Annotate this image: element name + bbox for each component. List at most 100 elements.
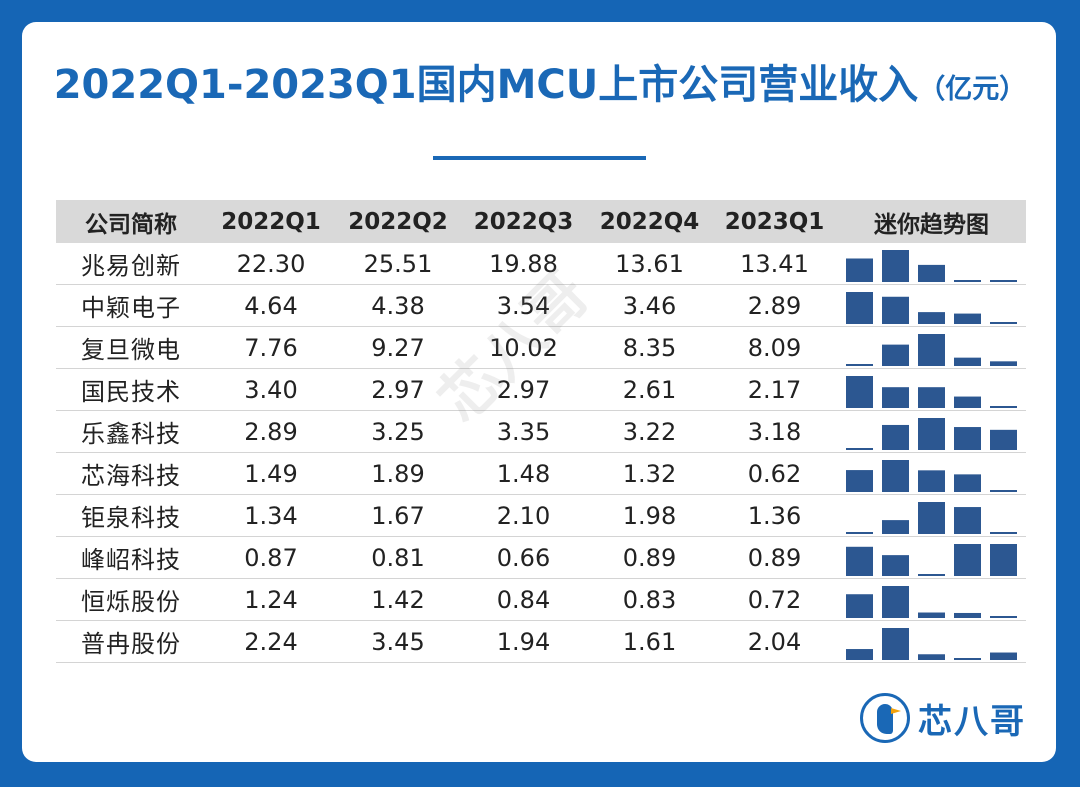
sparkline-bar [918, 333, 945, 366]
header-q2-2022: 2022Q2 [336, 200, 460, 243]
header-q3-2022: 2022Q3 [460, 200, 587, 243]
brand-logo: 芯八哥 [860, 690, 1026, 746]
revenue-cell: 22.30 [206, 243, 336, 285]
sparkline [846, 249, 1017, 282]
sparkline-bar [882, 519, 909, 534]
sparkline-bar [882, 296, 909, 324]
sparkline-bar [990, 321, 1017, 324]
sparkline-bar [954, 473, 981, 492]
sparkline-bar [954, 612, 981, 618]
revenue-cell: 0.87 [206, 536, 336, 579]
sparkline-cell [837, 494, 1026, 537]
page-title: 2022Q1-2023Q1国内MCU上市公司营业收入（亿元） [0, 52, 1080, 110]
company-name: 兆易创新 [56, 243, 206, 285]
revenue-cell: 25.51 [336, 243, 460, 285]
sparkline-bar [846, 257, 873, 282]
revenue-table: 公司简称 2022Q1 2022Q2 2022Q3 2022Q4 2023Q1 … [56, 200, 1026, 663]
sparkline-bar [882, 249, 909, 282]
revenue-cell: 3.54 [460, 284, 587, 327]
sparkline-bar [990, 615, 1017, 618]
sparkline-bar [918, 311, 945, 324]
table-row: 恒烁股份 1.24 1.42 0.84 0.83 0.72 [56, 578, 1026, 621]
sparkline-bar [882, 554, 909, 576]
sparkline [846, 333, 1017, 366]
sparkline-bar [918, 612, 945, 618]
sparkline-bar [954, 357, 981, 366]
revenue-cell: 3.18 [712, 410, 837, 453]
sparkline-bar [918, 501, 945, 534]
sparkline-bar [990, 531, 1017, 534]
sparkline-bar [846, 375, 873, 408]
revenue-cell: 3.40 [206, 368, 336, 411]
sparkline-bar [882, 627, 909, 660]
title-unit: （亿元） [918, 74, 1027, 105]
sparkline-bar [846, 469, 873, 492]
table-row: 兆易创新 22.30 25.51 19.88 13.61 13.41 [56, 243, 1026, 285]
revenue-cell: 3.45 [336, 620, 460, 663]
revenue-cell: 0.66 [460, 536, 587, 579]
company-name: 复旦微电 [56, 326, 206, 369]
sparkline-cell [837, 243, 1026, 285]
revenue-cell: 3.22 [587, 410, 712, 453]
title-main: 2022Q1-2023Q1国内MCU上市公司营业收入 [53, 62, 919, 108]
sparkline-bar [954, 506, 981, 534]
sparkline-bar [954, 657, 981, 660]
sparkline-cell [837, 452, 1026, 495]
table-row: 峰岹科技 0.87 0.81 0.66 0.89 0.89 [56, 536, 1026, 579]
header-q4-2022: 2022Q4 [587, 200, 712, 243]
revenue-cell: 0.62 [712, 452, 837, 495]
table-row: 复旦微电 7.76 9.27 10.02 8.35 8.09 [56, 326, 1026, 369]
sparkline-bar [918, 573, 945, 576]
revenue-cell: 0.89 [587, 536, 712, 579]
sparkline-bar [918, 469, 945, 492]
sparkline-bar [846, 363, 873, 366]
sparkline-bar [990, 360, 1017, 366]
bird-logo-icon [860, 693, 910, 743]
header-company: 公司简称 [56, 200, 206, 243]
sparkline-bar [846, 531, 873, 534]
title-underline [433, 156, 646, 160]
sparkline [846, 417, 1017, 450]
sparkline [846, 585, 1017, 618]
revenue-cell: 4.64 [206, 284, 336, 327]
sparkline-bar [954, 279, 981, 282]
header-q1-2022: 2022Q1 [206, 200, 336, 243]
sparkline-cell [837, 284, 1026, 327]
company-name: 国民技术 [56, 368, 206, 411]
sparkline-bar [954, 313, 981, 324]
sparkline-bar [882, 386, 909, 408]
sparkline-bar [918, 417, 945, 450]
sparkline-bar [846, 291, 873, 324]
revenue-cell: 1.94 [460, 620, 587, 663]
revenue-cell: 1.42 [336, 578, 460, 621]
revenue-cell: 2.10 [460, 494, 587, 537]
revenue-cell: 8.35 [587, 326, 712, 369]
company-name: 恒烁股份 [56, 578, 206, 621]
sparkline-bar [990, 543, 1017, 576]
company-name: 峰岹科技 [56, 536, 206, 579]
revenue-cell: 19.88 [460, 243, 587, 285]
revenue-cell: 8.09 [712, 326, 837, 369]
revenue-cell: 1.67 [336, 494, 460, 537]
sparkline-bar [990, 429, 1017, 450]
table-body: 兆易创新 22.30 25.51 19.88 13.61 13.41 中颖电子 4.64 4.3… [56, 243, 1026, 663]
table-row: 乐鑫科技 2.89 3.25 3.35 3.22 3.18 [56, 410, 1026, 453]
table-row: 国民技术 3.40 2.97 2.97 2.61 2.17 [56, 368, 1026, 411]
revenue-cell: 1.98 [587, 494, 712, 537]
table-row: 芯海科技 1.49 1.89 1.48 1.32 0.62 [56, 452, 1026, 495]
revenue-cell: 0.72 [712, 578, 837, 621]
sparkline-bar [846, 447, 873, 450]
header-sparkline: 迷你趋势图 [837, 200, 1026, 243]
revenue-cell: 2.17 [712, 368, 837, 411]
revenue-cell: 1.24 [206, 578, 336, 621]
sparkline-bar [990, 652, 1017, 660]
sparkline [846, 501, 1017, 534]
sparkline-bar [882, 344, 909, 366]
sparkline-bar [882, 424, 909, 450]
sparkline-bar [918, 264, 945, 282]
sparkline [846, 627, 1017, 660]
sparkline [846, 375, 1017, 408]
revenue-cell: 4.38 [336, 284, 460, 327]
table-row: 中颖电子 4.64 4.38 3.54 3.46 2.89 [56, 284, 1026, 327]
header-q1-2023: 2023Q1 [712, 200, 837, 243]
